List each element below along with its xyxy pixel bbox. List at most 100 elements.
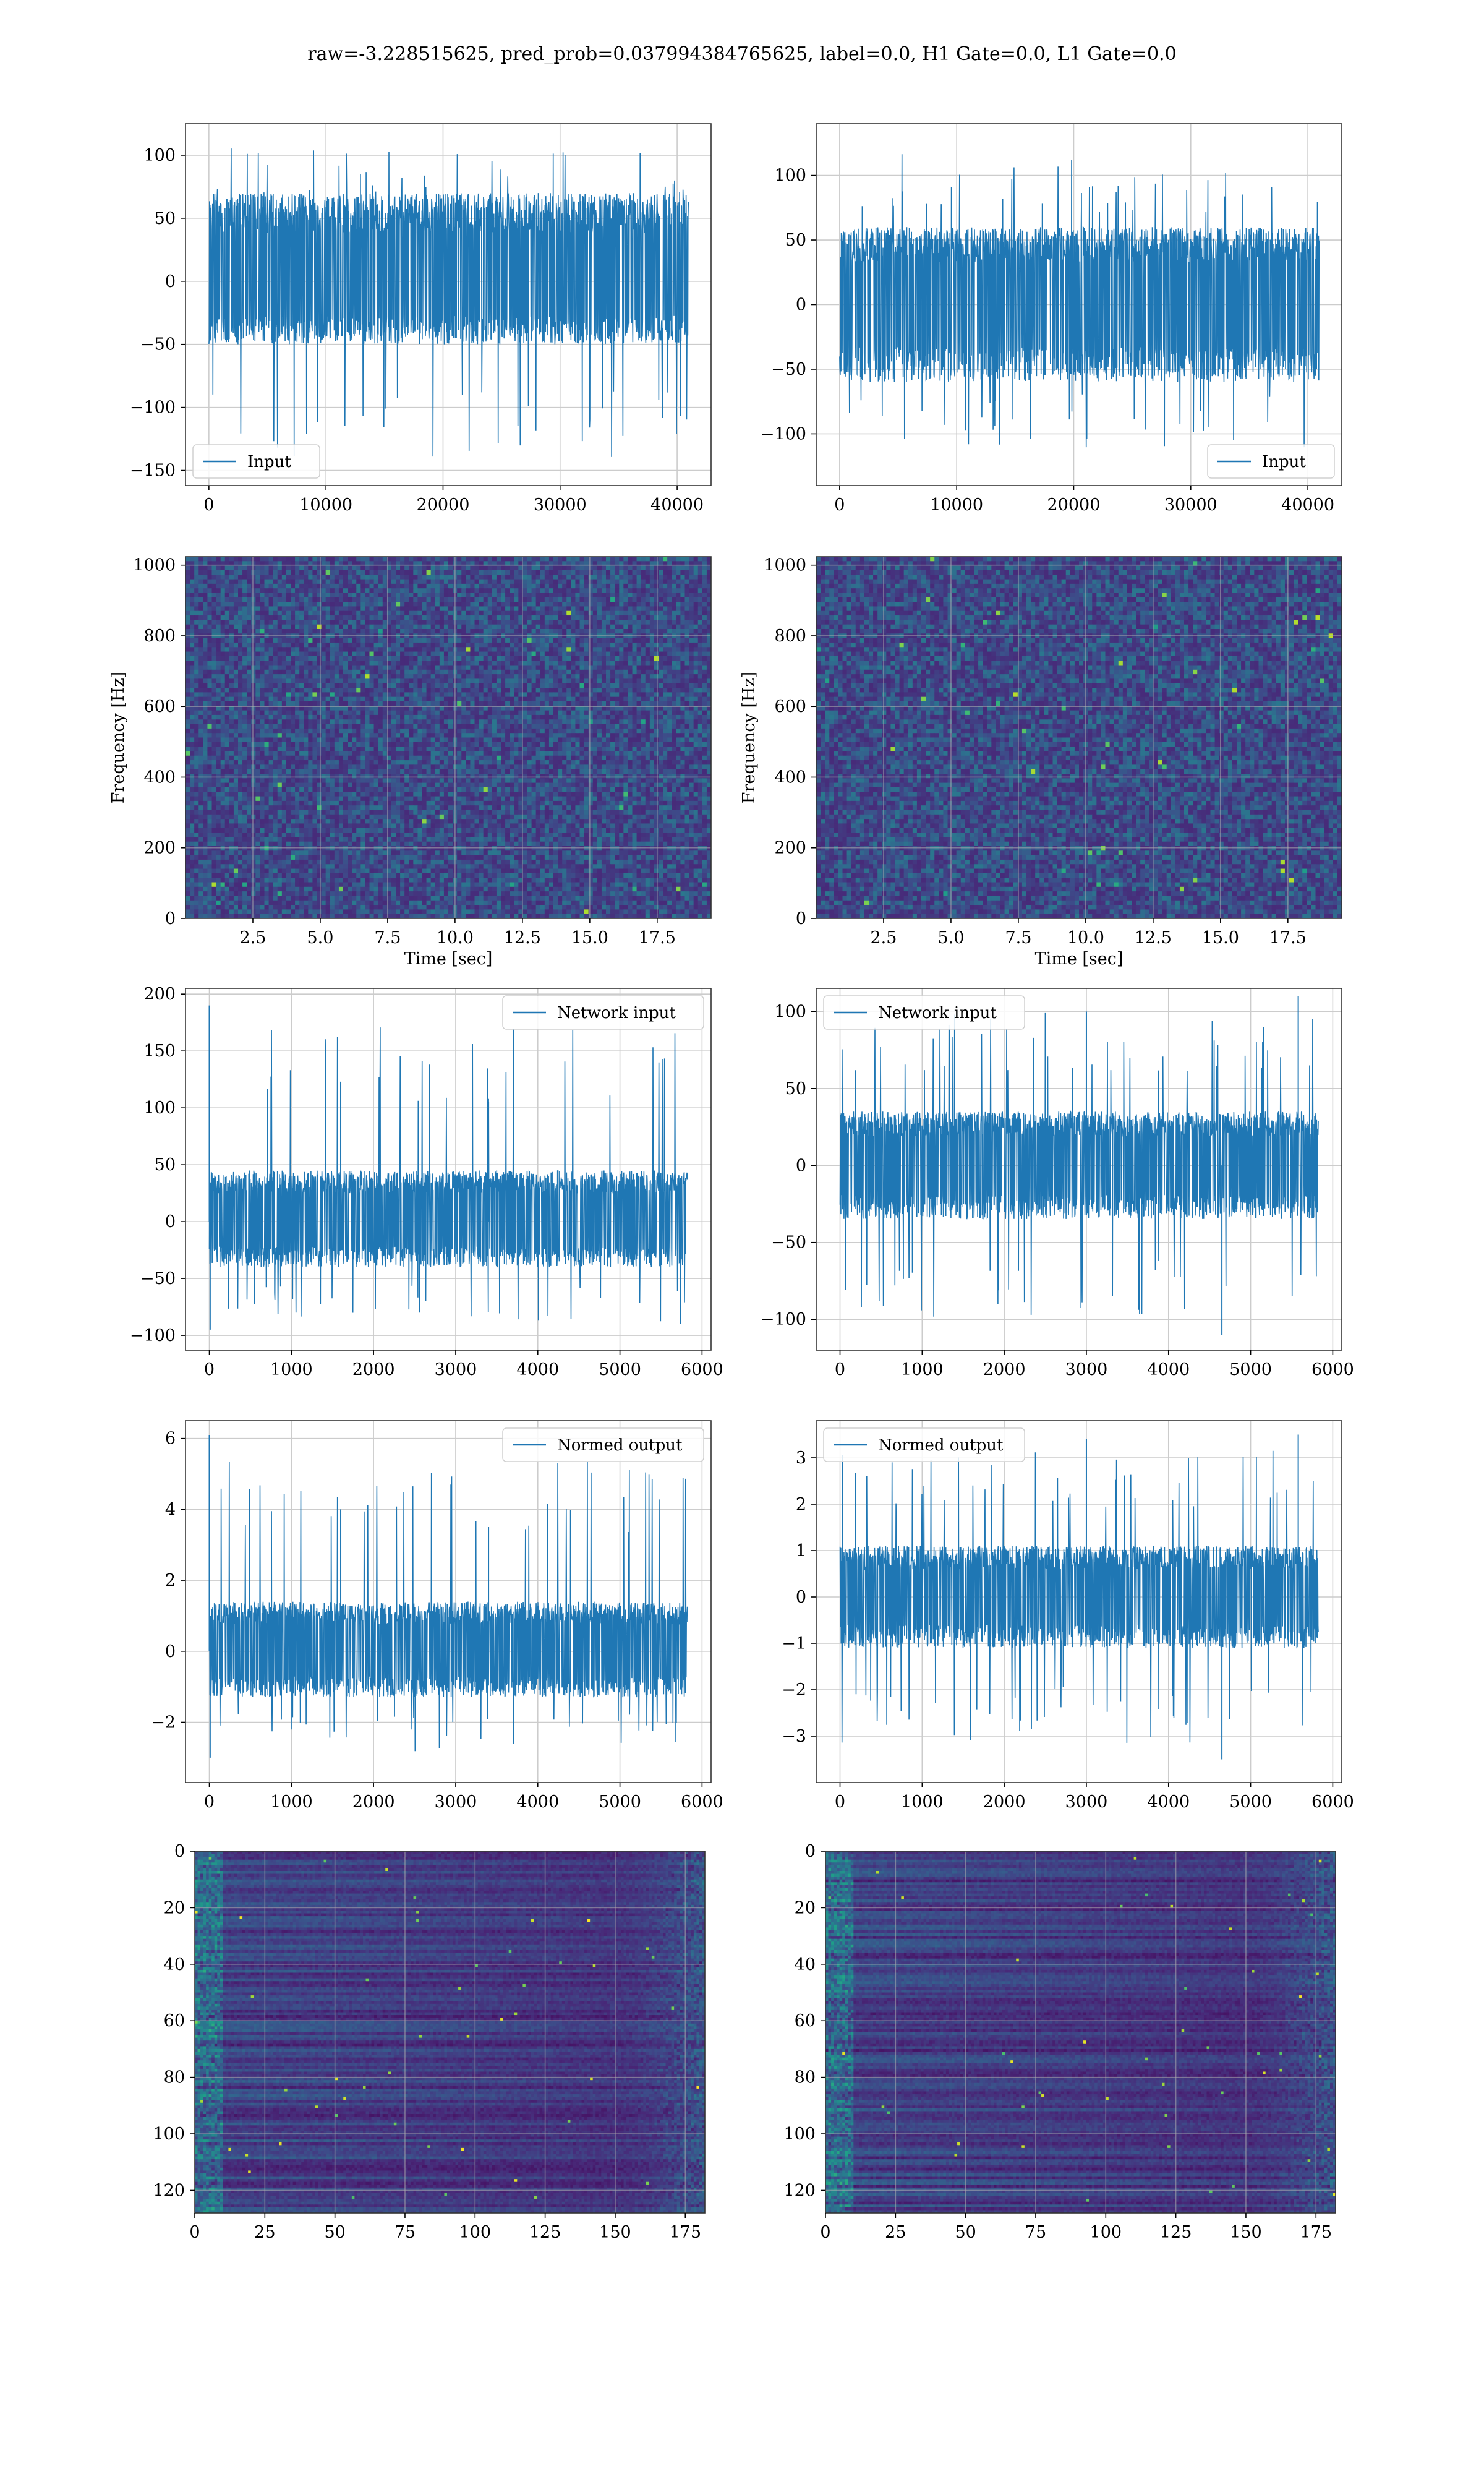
- heatmap-cell: [190, 661, 195, 666]
- heatmap-cell: [260, 588, 265, 593]
- heatmap-cell: [444, 670, 449, 675]
- heatmap-cell: [637, 688, 642, 693]
- heatmap-cell: [680, 729, 685, 734]
- heatmap-cell: [339, 620, 344, 625]
- heatmap-cell: [417, 729, 422, 734]
- heatmap-cell: [698, 588, 703, 593]
- heatmap-cell: [558, 715, 563, 720]
- heatmap-cell: [326, 593, 331, 598]
- y-tick-label: 50: [155, 209, 176, 228]
- heatmap-cell: [522, 701, 527, 706]
- heatmap-cell: [501, 652, 506, 657]
- heatmap-cell: [265, 597, 270, 602]
- heatmap-cell: [431, 588, 436, 593]
- heatmap-cell: [698, 629, 703, 634]
- heatmap-cell: [694, 638, 699, 643]
- heatmap-cell: [282, 692, 287, 697]
- heatmap-cell: [440, 638, 445, 643]
- heatmap-cell: [273, 620, 278, 625]
- heatmap-cell: [466, 625, 471, 630]
- heatmap-cell: [488, 674, 493, 679]
- heatmap-cell: [295, 570, 300, 575]
- heatmap-cell: [291, 652, 296, 657]
- heatmap-cell: [566, 566, 571, 571]
- heatmap-cell: [391, 738, 396, 743]
- heatmap-cell: [242, 643, 247, 648]
- heatmap-cell: [444, 697, 449, 702]
- heatmap-cell: [689, 566, 694, 571]
- heatmap-cell: [295, 602, 300, 607]
- heatmap-cell: [212, 719, 217, 724]
- heatmap-cell: [322, 661, 326, 666]
- heatmap-cell: [689, 683, 694, 688]
- heatmap-cell: [444, 584, 449, 589]
- heatmap-cell: [291, 584, 296, 589]
- heatmap-cell: [575, 738, 580, 743]
- heatmap-cell: [575, 678, 580, 683]
- heatmap-cell: [571, 697, 576, 702]
- heatmap-cell: [571, 575, 576, 580]
- heatmap-cell: [549, 697, 554, 702]
- heatmap-cell: [312, 652, 317, 657]
- heatmap-cell: [255, 566, 260, 571]
- heatmap-cell: [522, 597, 527, 602]
- heatmap-cell: [689, 661, 694, 666]
- heatmap-cell: [553, 692, 558, 697]
- heatmap-cell: [698, 584, 703, 589]
- heatmap-cell: [255, 670, 260, 675]
- heatmap-cell: [667, 597, 672, 602]
- heatmap-cell: [370, 738, 375, 743]
- heatmap-cell: [672, 597, 676, 602]
- heatmap-cell: [242, 638, 247, 643]
- heatmap-cell: [242, 674, 247, 679]
- heatmap-cell: [571, 584, 576, 589]
- heatmap-cell: [619, 701, 624, 706]
- heatmap-cell: [466, 652, 471, 657]
- heatmap-cell: [260, 615, 265, 620]
- heatmap-cell: [378, 656, 383, 661]
- heatmap-cell: [628, 670, 633, 675]
- heatmap-cell: [623, 575, 628, 580]
- heatmap-cell: [186, 697, 190, 702]
- heatmap-cell: [365, 729, 370, 734]
- heatmap-cell: [514, 588, 519, 593]
- heatmap-cell: [501, 666, 506, 670]
- heatmap-cell: [633, 611, 638, 616]
- heatmap-cell: [444, 643, 449, 648]
- heatmap-cell: [610, 615, 615, 620]
- heatmap-cell: [422, 602, 427, 607]
- heatmap-cell: [497, 724, 501, 729]
- heatmap-cell: [610, 666, 615, 670]
- heatmap-cell: [212, 557, 217, 562]
- heatmap-cell: [282, 733, 287, 738]
- heatmap-cell: [466, 593, 471, 598]
- heatmap-cell: [383, 593, 388, 598]
- heatmap-cell: [685, 566, 690, 571]
- heatmap-cell: [221, 580, 226, 584]
- heatmap-cell: [360, 611, 365, 616]
- heatmap-cell: [475, 647, 480, 652]
- heatmap-cell: [479, 606, 484, 611]
- heatmap-cell: [497, 738, 501, 743]
- heatmap-cell: [299, 670, 304, 675]
- heatmap-cell: [558, 683, 563, 688]
- heatmap-cell: [265, 661, 270, 666]
- heatmap-cell: [383, 661, 388, 666]
- heatmap-cell: [322, 625, 326, 630]
- heatmap-cell: [654, 629, 659, 634]
- heatmap-cell: [234, 674, 239, 679]
- heatmap-cell: [273, 584, 278, 589]
- heatmap-cell: [194, 557, 199, 562]
- heatmap-cell: [536, 584, 541, 589]
- heatmap-cell: [198, 719, 203, 724]
- heatmap-cell: [575, 580, 580, 584]
- heatmap-cell: [383, 711, 388, 716]
- heatmap-cell: [492, 647, 497, 652]
- heatmap-cell: [343, 666, 348, 670]
- heatmap-cell: [484, 584, 488, 589]
- heatmap-cell: [190, 670, 195, 675]
- heatmap-cell: [505, 620, 510, 625]
- heatmap-cell: [510, 643, 514, 648]
- heatmap-cell: [685, 697, 690, 702]
- heatmap-cell: [427, 647, 432, 652]
